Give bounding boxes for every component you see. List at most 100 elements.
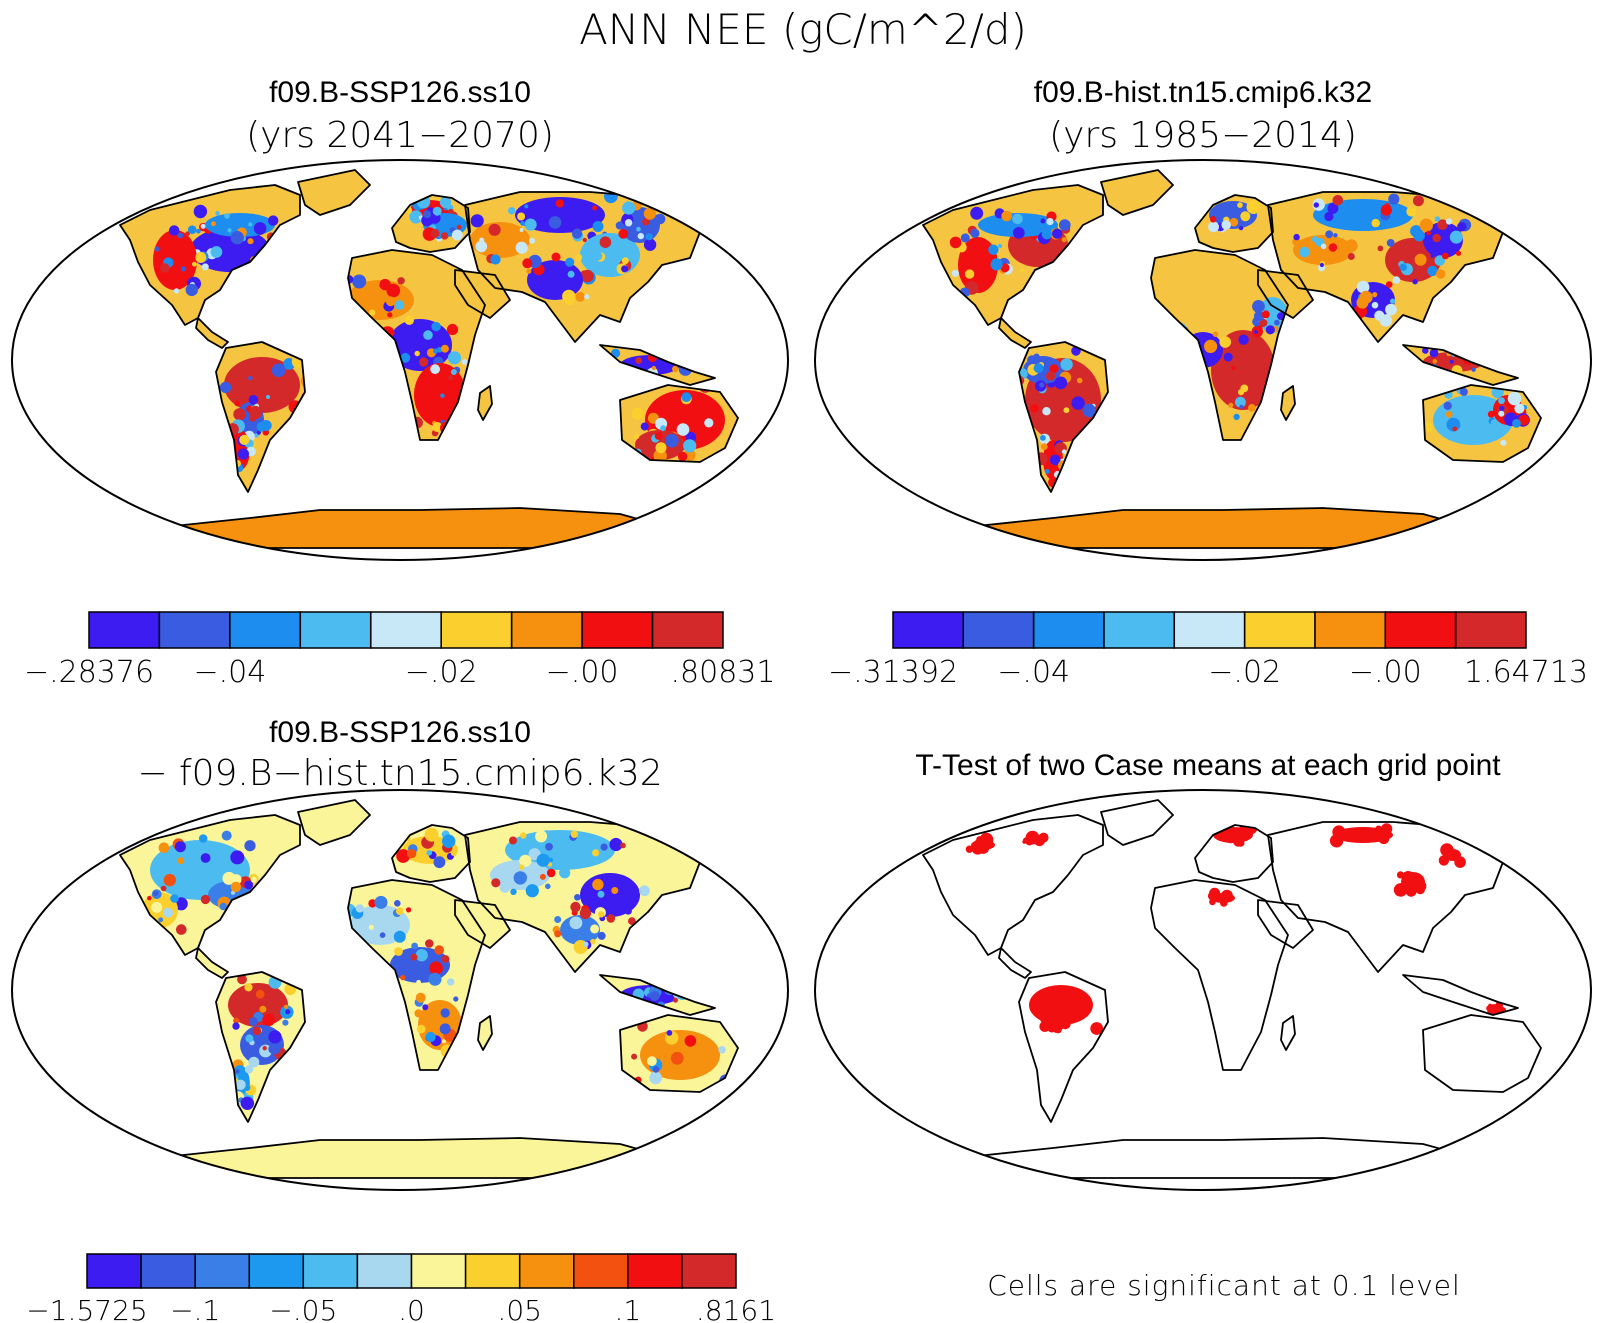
field-speckle [546,868,556,878]
colorbar-swatch [510,611,583,649]
field-anomaly-region [1208,197,1264,233]
field-speckle [154,246,160,252]
field-speckle [1385,303,1397,316]
field-speckle [430,228,440,238]
field-speckle [1239,404,1244,409]
field-speckle [430,364,440,375]
field-speckle [635,357,643,364]
field-speckle [652,1066,660,1073]
field-speckle [1488,1003,1493,1008]
field-anomaly-region [421,206,470,242]
colorbar-swatch [140,1253,196,1289]
colorbar-swatch [464,1253,521,1289]
field-speckle [513,871,527,885]
field-speckle [423,330,433,340]
field-speckle [227,228,232,233]
coastline-europe [391,194,471,253]
field-speckle [579,907,592,919]
field-speckle [522,258,533,269]
coastline-africa [1150,879,1289,1071]
field-speckle [1012,227,1025,239]
field-speckle [233,408,246,421]
field-speckle [282,1019,289,1026]
field-speckle [1399,263,1407,271]
colorbar-swatch [518,1253,575,1289]
field-speckle [1452,426,1458,432]
field-speckle [170,894,179,903]
coastline-antarctica [154,507,661,549]
coastline-antarctica [957,507,1464,549]
field-speckle [964,269,975,279]
field-speckle [244,880,254,890]
field-speckle [683,439,697,453]
map-frame [814,159,1592,561]
field-speckle [394,900,401,907]
field-speckle [618,229,629,239]
field-speckle [185,231,190,236]
field-speckle [590,938,596,945]
field-speckle [1328,243,1338,252]
field-speckle [439,1023,451,1035]
field-speckle [230,881,242,893]
field-anomaly-region [1022,830,1049,847]
field-speckle [1507,391,1522,406]
field-speckle [1237,202,1243,208]
field-speckle [526,268,532,274]
colorbar-tick-label: 1.64713 [1464,655,1588,690]
colorbar-1: −.28376 −.04 −.02 −.00 .80831 [24,611,775,690]
field-speckle [1332,195,1344,206]
colorbar-tick-label: .1 [614,1294,641,1323]
field-anomaly-region [396,827,458,869]
field-speckle [1063,407,1070,414]
colorbar-swatch [86,1253,142,1289]
field-speckle [395,907,404,915]
coastline-central-america [195,947,229,979]
field-speckle [684,1035,697,1047]
coastline-africa [347,249,486,441]
field-speckle [269,1042,281,1055]
field-speckle [411,942,418,950]
colorbar-swatch [573,1253,629,1289]
field-speckle [655,442,667,454]
field-speckle [1377,245,1384,252]
landmass-arabia [1258,900,1313,948]
field-speckle [621,257,629,265]
field-speckle [394,300,405,310]
field-speckle [1209,891,1218,899]
colorbar-swatch [962,611,1035,649]
field-speckle [1389,258,1398,267]
field-speckle [259,1005,267,1013]
field-speckle [1221,889,1233,902]
field-speckle [1059,219,1071,231]
coastline-arabia [1257,269,1314,319]
field-speckle [1434,216,1441,222]
coastline-north-america [922,814,1104,956]
field-anomaly-region [465,214,536,265]
field-speckle [219,902,227,911]
field-speckle [517,212,526,221]
field-speckle [393,930,406,943]
field-speckle [1012,213,1023,225]
field-speckle [422,1004,429,1011]
field-speckle [417,1024,426,1034]
field-speckle [1459,387,1468,396]
colorbar-tick-label: −1.5725 [26,1294,147,1323]
field-speckle [475,240,488,253]
coastline-greenland [1100,799,1174,846]
panel-3-title-line2: − f09.B−hist.tn15.cmip6.k32 [137,753,662,794]
field-anomaly-region [490,853,556,898]
field-speckle [1223,352,1233,362]
field-speckle [239,434,250,445]
field-anomaly-region [967,206,1071,245]
field-speckle [402,967,408,973]
field-speckle [1299,246,1310,258]
field-speckle [584,294,590,300]
field-speckle [448,208,454,215]
field-speckle [637,232,644,240]
field-speckle [1046,1013,1060,1027]
field-speckle [621,265,629,273]
field-speckle [1432,359,1438,364]
field-speckle [1000,263,1010,273]
coastline-maritime-asia [599,974,716,1016]
colorbar-swatch [1314,611,1387,649]
